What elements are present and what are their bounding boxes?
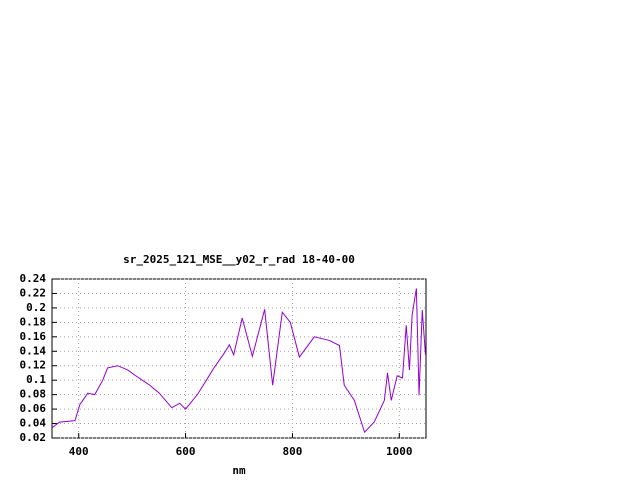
chart-title: sr_2025_121_MSE__y02_r_rad 18-40-00	[123, 253, 355, 266]
x-tick-label: 400	[69, 445, 89, 458]
y-tick-label: 0.1	[26, 373, 46, 386]
y-tick-label: 0.12	[20, 359, 47, 372]
y-tick-label: 0.04	[20, 417, 47, 430]
data-line	[51, 288, 426, 434]
y-tick-label: 0.18	[20, 315, 47, 328]
y-tick-label: 0.08	[20, 388, 47, 401]
x-tick-label: 1000	[386, 445, 413, 458]
y-tick-label: 0.16	[20, 330, 47, 343]
x-axis-label: nm	[232, 464, 246, 477]
x-tick-label: 800	[282, 445, 302, 458]
y-tick-label: 0.2	[26, 301, 46, 314]
y-tick-label: 0.22	[20, 286, 47, 299]
y-tick-label: 0.14	[20, 344, 47, 357]
x-tick-label: 600	[176, 445, 196, 458]
y-tick-label: 0.06	[20, 402, 47, 415]
plot-frame	[51, 278, 427, 439]
y-tick-label: 0.24	[20, 272, 47, 285]
y-tick-label: 0.02	[20, 431, 47, 444]
